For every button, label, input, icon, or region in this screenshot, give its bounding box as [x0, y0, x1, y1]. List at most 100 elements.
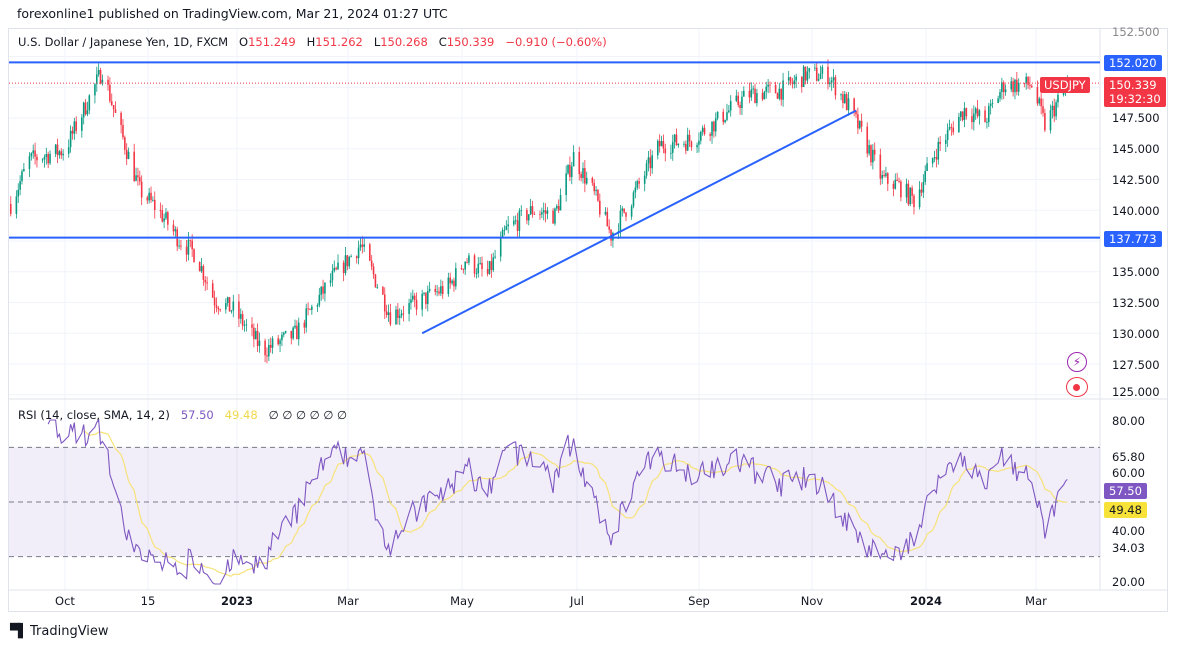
candle-body: [750, 89, 753, 98]
candle-body: [211, 283, 214, 298]
candle-body: [1053, 105, 1056, 117]
candle-body: [542, 210, 545, 213]
candle-body: [32, 150, 35, 154]
candle-body: [698, 140, 700, 145]
candle-body: [62, 153, 64, 156]
candle-body: [976, 108, 979, 117]
candle-body: [357, 247, 360, 259]
candle-body: [630, 206, 633, 217]
candle-body: [870, 145, 872, 163]
candle-body: [526, 210, 528, 221]
candle-body: [453, 280, 455, 287]
candle-body: [769, 84, 771, 86]
candle-body: [1014, 79, 1016, 93]
candle-body: [460, 268, 463, 270]
candle-body: [30, 153, 33, 157]
candle-body: [858, 120, 861, 129]
candle-body: [872, 149, 874, 163]
candle-body: [191, 240, 193, 250]
candle-body: [99, 70, 102, 84]
candle-body: [883, 175, 885, 177]
candle-body: [991, 102, 994, 104]
candle-body: [494, 256, 496, 258]
candle-body: [264, 340, 266, 356]
candle-body: [503, 229, 506, 231]
candle-body: [307, 308, 309, 310]
candle-body: [808, 68, 811, 72]
candle-body: [556, 205, 558, 209]
rsi-sma-badge: 49.48: [1104, 502, 1147, 518]
lightning-icon[interactable]: ⚡: [1067, 352, 1087, 372]
candle-body: [350, 256, 352, 258]
candle-body: [180, 245, 182, 247]
candle-body: [1002, 82, 1005, 93]
candle-body: [481, 262, 483, 270]
price-label: 145.000: [1112, 142, 1160, 156]
candle-body: [36, 156, 38, 161]
candle-body: [645, 163, 648, 176]
candle-body: [860, 120, 863, 127]
candle-body: [834, 77, 837, 96]
last-price-badge: 150.339 19:32:30: [1104, 77, 1166, 107]
candle-body: [922, 181, 925, 193]
record-icon[interactable]: [1066, 377, 1088, 397]
candle-body: [174, 229, 177, 232]
rsi-title[interactable]: RSI (14, close, SMA, 14, 2): [18, 408, 170, 422]
candle-body: [58, 151, 61, 156]
tradingview-logo: ▀▌: [10, 624, 28, 639]
candle-body: [1010, 81, 1013, 90]
candle-body: [294, 325, 296, 328]
candle-body: [279, 340, 281, 345]
candle-body: [739, 104, 741, 108]
candle-body: [671, 142, 674, 153]
time-label: 15: [140, 594, 156, 608]
high-label: H: [306, 35, 316, 49]
candle-body: [743, 90, 745, 97]
candle-body: [305, 308, 308, 328]
candle-body: [651, 155, 653, 169]
candle-body: [451, 280, 453, 284]
candle-body: [361, 244, 364, 247]
symbol-title[interactable]: U.S. Dollar / Japanese Yen, 1D, FXCM: [18, 35, 229, 49]
candle-body: [296, 325, 298, 340]
symbol-tag: USDJPY: [1040, 77, 1090, 93]
candle-body: [228, 297, 231, 312]
candle-body: [552, 210, 554, 224]
candle-body: [660, 140, 663, 147]
candle-body: [167, 212, 169, 225]
candle-body: [54, 144, 57, 154]
close-value: 150.339: [446, 35, 495, 49]
candle-body: [410, 299, 412, 304]
candle-body: [290, 330, 293, 339]
candle-body: [187, 239, 190, 255]
candle-body: [505, 226, 508, 230]
candle-body: [47, 154, 49, 164]
candle-body: [271, 338, 274, 348]
candle-body: [892, 183, 895, 189]
time-label: Mar: [1025, 594, 1047, 608]
candle-body: [1055, 102, 1057, 117]
candle-body: [1040, 98, 1042, 107]
candle-body: [69, 130, 72, 148]
candle-body: [468, 255, 470, 263]
candle-body: [909, 187, 912, 205]
candle-body: [344, 255, 347, 274]
candle-body: [1030, 85, 1033, 88]
candle-body: [124, 137, 126, 150]
rsi-line: [47, 418, 1068, 585]
candle-body: [9, 204, 12, 214]
candle-body: [97, 70, 100, 75]
candle-body: [150, 192, 152, 200]
tradingview-brand[interactable]: ▀▌ TradingView: [10, 624, 109, 639]
candle-body: [359, 244, 362, 248]
candle-body: [434, 288, 437, 292]
candle-body: [709, 134, 711, 136]
candle-body: [1042, 106, 1044, 114]
candle-body: [408, 303, 410, 314]
candle-body: [1036, 87, 1039, 104]
candle-body: [1057, 94, 1059, 103]
candle-body: [241, 314, 244, 326]
publisher-line: forexonline1 published on TradingView.co…: [17, 6, 448, 21]
candle-body: [269, 344, 272, 348]
